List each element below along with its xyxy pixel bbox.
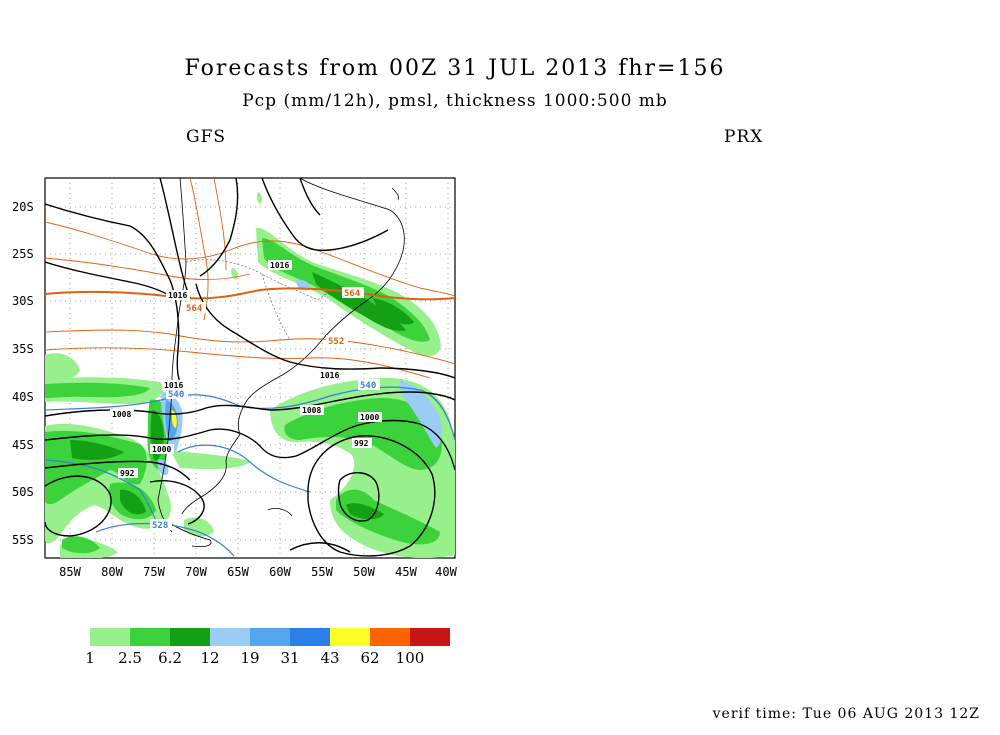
lat-label: 50S <box>12 485 34 499</box>
pressure-label: 1016 <box>270 261 289 270</box>
colorbar-label: 100 <box>395 649 425 667</box>
model-label-gfs: GFS <box>186 127 227 147</box>
colorbar-swatch <box>370 628 410 646</box>
lon-label: 50W <box>353 565 375 579</box>
colorbar-label: 1 <box>85 649 95 667</box>
colorbar-label: 31 <box>280 649 300 667</box>
colorbar-label: 43 <box>320 649 340 667</box>
lon-label: 85W <box>59 565 81 579</box>
verif-time: verif time: Tue 06 AUG 2013 12Z <box>712 706 980 722</box>
colorbar-label: 62 <box>360 649 380 667</box>
lon-label: 55W <box>311 565 333 579</box>
lat-label: 20S <box>12 200 34 214</box>
country-borders <box>185 259 353 341</box>
thickness-label: 540 <box>168 390 184 400</box>
pressure-contours <box>45 178 455 557</box>
lat-label: 30S <box>12 294 34 308</box>
lon-label: 65W <box>227 565 249 579</box>
pressure-label: 1000 <box>152 445 171 454</box>
chart-title: Forecasts from 00Z 31 JUL 2013 fhr=156 <box>184 56 726 81</box>
pressure-label: 1016 <box>168 291 187 300</box>
pressure-labels: 1016 1016 1016 1016 1008 1008 1000 1000 … <box>110 260 382 478</box>
graticule <box>45 178 455 558</box>
thickness-label: 564 <box>344 289 361 299</box>
lon-label: 70W <box>185 565 207 579</box>
colorbar-label: 12 <box>200 649 220 667</box>
precip-colorbar <box>90 628 450 646</box>
lon-label: 75W <box>143 565 165 579</box>
colorbar-swatch <box>90 628 130 646</box>
thickness-contours-warm <box>45 178 455 379</box>
thickness-label: 528 <box>152 521 168 531</box>
lon-label: 80W <box>101 565 123 579</box>
colorbar-label: 6.2 <box>158 649 182 667</box>
colorbar-label: 19 <box>240 649 260 667</box>
model-label-prx: PRX <box>724 127 764 147</box>
pressure-label: 1016 <box>164 381 183 390</box>
thickness-label: 564 <box>186 304 203 314</box>
chart-subtitle: Pcp (mm/12h), pmsl, thickness 1000:500 m… <box>242 91 668 111</box>
forecast-map: 1016 1016 1016 1016 1008 1008 1000 1000 … <box>44 177 456 559</box>
colorbar-swatch <box>250 628 290 646</box>
lon-label: 40W <box>435 565 457 579</box>
lon-label: 60W <box>269 565 291 579</box>
colorbar-swatch <box>330 628 370 646</box>
coastlines <box>157 178 405 548</box>
pressure-label: 1016 <box>320 371 339 380</box>
lat-label: 25S <box>12 247 34 261</box>
lat-label: 40S <box>12 390 34 404</box>
colorbar-swatch <box>170 628 210 646</box>
colorbar-swatch <box>410 628 450 646</box>
precip-shading <box>45 192 455 558</box>
colorbar-swatch <box>210 628 250 646</box>
thickness-labels: 564 564 552 540 540 528 <box>150 287 380 531</box>
thickness-contours-cold <box>45 386 455 557</box>
lon-label: 45W <box>395 565 417 579</box>
pressure-label: 1008 <box>302 406 321 415</box>
colorbar-swatch <box>130 628 170 646</box>
colorbar-swatch <box>290 628 330 646</box>
lat-label: 45S <box>12 438 34 452</box>
thickness-label: 540 <box>360 381 376 391</box>
colorbar-label: 2.5 <box>118 649 142 667</box>
pressure-label: 1000 <box>360 413 379 422</box>
pressure-label: 992 <box>120 469 135 478</box>
lat-label: 55S <box>12 533 34 547</box>
thickness-label: 552 <box>328 337 344 347</box>
pressure-label: 992 <box>354 439 369 448</box>
pressure-label: 1008 <box>112 410 131 419</box>
lat-label: 35S <box>12 342 34 356</box>
